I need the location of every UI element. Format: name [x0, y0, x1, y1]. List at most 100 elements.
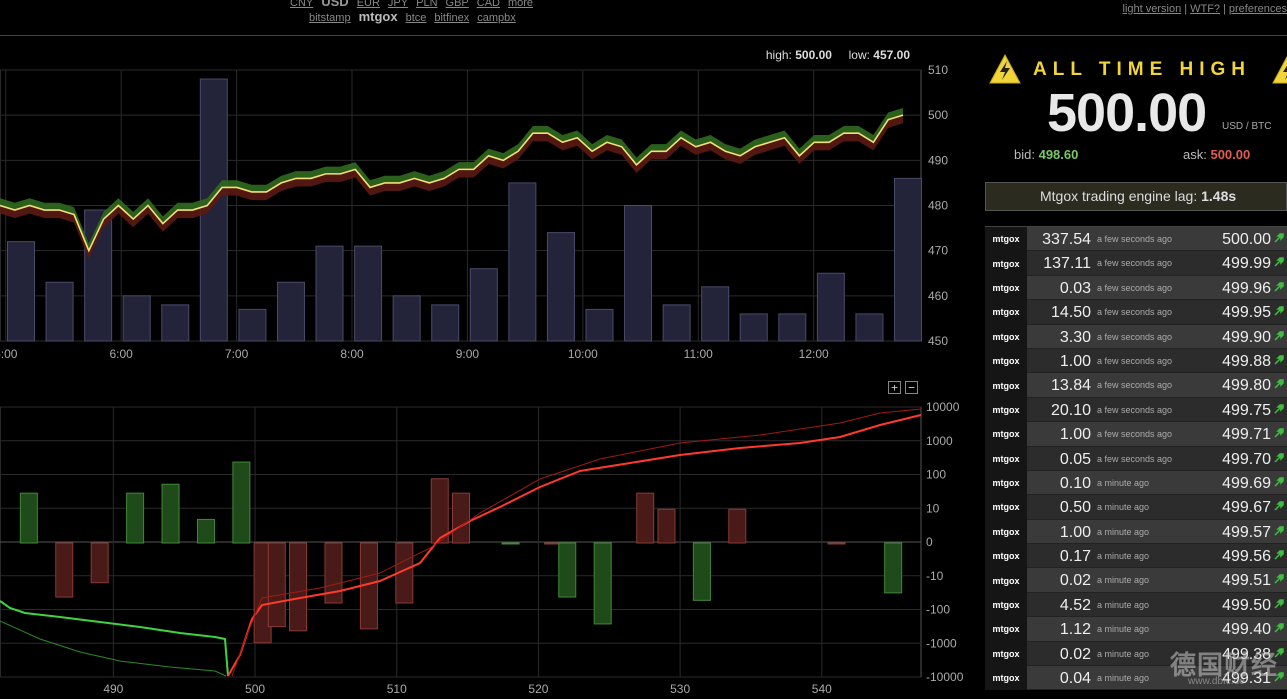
- price-x-tick: 6:00: [110, 347, 134, 360]
- trade-exchange: mtgox: [985, 348, 1027, 374]
- trade-time: a minute ago: [1097, 477, 1150, 488]
- trade-time: a minute ago: [1097, 575, 1150, 586]
- trade-body: 0.17 a minute ago 499.56: [1027, 544, 1287, 569]
- currency-link-usd[interactable]: USD: [321, 0, 349, 9]
- currency-link-more[interactable]: more: [507, 0, 534, 9]
- trade-time: a few seconds ago: [1097, 380, 1173, 391]
- currency-link-gbp[interactable]: GBP: [445, 0, 469, 9]
- currency-link-cny[interactable]: CNY: [290, 0, 314, 9]
- trade-price: 499.31: [1222, 670, 1271, 688]
- trade-price: 499.75: [1222, 401, 1271, 419]
- trade-body: 13.84 a few seconds ago 499.80: [1027, 373, 1287, 398]
- trade-row: mtgox 0.10 a minute ago 499.69: [985, 470, 1287, 496]
- price-x-tick: 9:00: [456, 347, 480, 360]
- light-version-link[interactable]: light version: [1122, 3, 1182, 15]
- trade-row: mtgox 0.03 a few seconds ago 499.96: [985, 275, 1287, 301]
- depth-delta-bar: [452, 492, 470, 544]
- engine-lag-box: Mtgox trading engine lag: 1.48s: [985, 182, 1287, 211]
- trade-body: 1.12 a minute ago 499.40: [1027, 617, 1287, 642]
- ask-label: ask:: [1183, 147, 1207, 162]
- trade-row: mtgox 13.84 a few seconds ago 499.80: [985, 373, 1287, 398]
- exchange-link-bitfinex[interactable]: bitfinex: [434, 12, 470, 24]
- currency-link-eur[interactable]: EUR: [356, 0, 380, 9]
- trade-time: a minute ago: [1097, 673, 1150, 684]
- trade-row: mtgox 0.17 a minute ago 499.56: [985, 544, 1287, 569]
- depth-y-tick: -10: [926, 569, 944, 583]
- depth-y-tick: 10000: [926, 400, 960, 414]
- trade-body: 3.30 a few seconds ago 499.90: [1027, 324, 1287, 349]
- depth-y-tick: 10: [926, 501, 940, 515]
- depth-delta-bar: [657, 508, 676, 544]
- trade-price: 499.80: [1222, 377, 1271, 395]
- trade-body: 337.54 a few seconds ago 500.00: [1027, 227, 1287, 252]
- price-y-tick: 470: [928, 244, 948, 258]
- trade-time: a few seconds ago: [1097, 307, 1173, 318]
- bid-label: bid:: [1014, 147, 1035, 162]
- trade-body: 0.02 a minute ago 499.38: [1027, 641, 1287, 667]
- watermark-logo: 德国财经 www.dbfc.de: [1170, 645, 1287, 699]
- trade-amount: 0.05: [1059, 450, 1091, 468]
- trade-exchange: mtgox: [985, 300, 1027, 325]
- trade-body: 0.10 a minute ago 499.69: [1027, 470, 1287, 496]
- depth-delta-bar: [232, 461, 251, 544]
- trade-body: 14.50 a few seconds ago 499.95: [1027, 300, 1287, 325]
- trade-amount: 1.00: [1059, 426, 1091, 444]
- trade-exchange: mtgox: [985, 275, 1027, 301]
- trade-body: 0.05 a few seconds ago 499.70: [1027, 446, 1287, 471]
- trade-amount: 337.54: [1042, 231, 1091, 248]
- trade-row: mtgox 1.00 a few seconds ago 499.71: [985, 422, 1287, 447]
- volume-bar: [701, 286, 730, 342]
- currency-link-pln[interactable]: PLN: [416, 0, 438, 9]
- last-price: 500.00: [1047, 83, 1207, 143]
- trade-time: a minute ago: [1097, 599, 1150, 610]
- price-y-tick: 500: [928, 108, 948, 122]
- trade-row: mtgox 14.50 a few seconds ago 499.95: [985, 300, 1287, 325]
- price-line: [0, 114, 904, 253]
- trade-body: 0.50 a minute ago 499.67: [1027, 495, 1287, 520]
- depth-delta-bar: [827, 542, 846, 545]
- lag-value: 1.48s: [1201, 188, 1237, 204]
- trade-time: a minute ago: [1097, 502, 1150, 513]
- volume-bar: [816, 272, 845, 342]
- preferences-link[interactable]: preferences: [1228, 3, 1287, 15]
- exchange-link-btce[interactable]: btce: [405, 12, 427, 24]
- high-value: 500.00: [795, 48, 832, 62]
- up-arrow-icon: [1274, 599, 1284, 609]
- currency-link-cad[interactable]: CAD: [476, 0, 500, 9]
- trade-amount: 137.11: [1043, 255, 1091, 273]
- depth-y-tick: 100: [926, 468, 946, 482]
- wtf-link[interactable]: WTF?: [1190, 3, 1221, 15]
- zoom-in-button[interactable]: +: [888, 381, 901, 394]
- price-x-tick: 11:00: [684, 347, 713, 360]
- trade-row: mtgox 137.11 a few seconds ago 499.99: [985, 251, 1287, 276]
- high-low-readout: high: 500.00 low: 457.00: [600, 48, 910, 62]
- exchange-link-campbx[interactable]: campbx: [477, 12, 516, 24]
- depth-y-tick: -10000: [926, 670, 964, 684]
- trade-price: 499.57: [1222, 523, 1271, 541]
- trade-exchange: mtgox: [985, 227, 1027, 252]
- price-y-tick: 480: [928, 199, 948, 213]
- trade-price: 499.38: [1222, 645, 1271, 663]
- exchange-selector: bitstamp mtgox btce bitfinex campbx: [309, 9, 524, 24]
- trade-exchange: mtgox: [985, 446, 1027, 471]
- depth-delta-bar: [55, 542, 74, 598]
- price-chart[interactable]: 510 500 490 480 470 460 450 5:00 6:00 7:00 8:00 9:0…: [0, 60, 960, 360]
- ticker-panel: ALL TIME HIGH 500.00 USD / BTC bid: 498.…: [985, 40, 1287, 699]
- currency-link-jpy[interactable]: JPY: [387, 0, 409, 9]
- trade-amount: 0.10: [1059, 474, 1091, 492]
- watermark-line2: www.dbfc.de: [1188, 676, 1245, 687]
- exchange-link-bitstamp[interactable]: bitstamp: [309, 12, 351, 24]
- all-time-high-banner: ALL TIME HIGH: [987, 48, 1287, 84]
- volume-bar: [508, 182, 537, 342]
- volume-bar: [276, 281, 305, 342]
- zoom-out-button[interactable]: −: [905, 381, 918, 394]
- trade-price: 499.56: [1222, 548, 1271, 566]
- trade-body: 20.10 a few seconds ago 499.75: [1027, 397, 1287, 423]
- depth-delta-bar: [558, 542, 577, 598]
- trade-body: 0.02 a minute ago 499.51: [1027, 568, 1287, 593]
- trade-price: 500.00: [1222, 231, 1271, 248]
- volume-bar: [315, 245, 344, 342]
- price-y-tick: 460: [928, 289, 948, 303]
- exchange-link-mtgox[interactable]: mtgox: [358, 9, 398, 24]
